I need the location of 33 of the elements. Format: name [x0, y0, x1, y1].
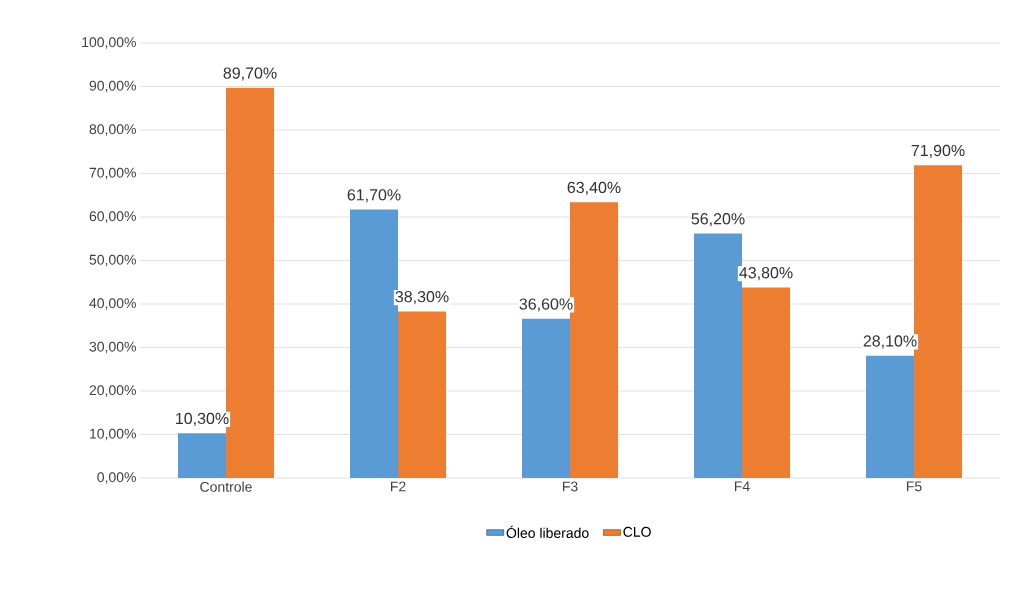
y-tick-label: 90,00%	[89, 80, 136, 93]
x-tick-label: F5	[906, 481, 922, 492]
bar	[178, 433, 226, 478]
data-label: 71,90%	[911, 144, 965, 159]
x-tick-label: F2	[390, 481, 406, 492]
y-tick-label: 0,00%	[97, 472, 136, 484]
data-label: 56,20%	[691, 213, 745, 227]
x-tick-label: F3	[562, 481, 578, 492]
legend-label: CLO	[623, 526, 651, 537]
data-label: 28,10%	[863, 335, 917, 349]
y-tick-label: 50,00%	[89, 254, 136, 267]
data-label: 61,70%	[347, 189, 401, 203]
y-tick-label: 10,00%	[90, 428, 136, 441]
y-tick-label: 70,00%	[89, 167, 136, 180]
y-tick-label: 30,00%	[89, 341, 136, 354]
legend-label: Óleo liberado	[506, 525, 589, 538]
y-tick-label: 60,00%	[89, 211, 136, 223]
data-label: 43,80%	[739, 267, 793, 281]
bar	[398, 311, 446, 478]
data-label: 38,30%	[395, 290, 449, 305]
bar	[522, 318, 570, 478]
data-label: 10,30%	[176, 412, 229, 426]
y-tick-label: 20,00%	[89, 385, 136, 397]
x-tick-label: Controle	[200, 481, 252, 492]
y-tick-label: 40,00%	[89, 298, 136, 310]
bar	[866, 355, 914, 478]
y-tick-label: 100,00%	[82, 37, 136, 49]
y-tick-label: 80,00%	[89, 124, 136, 136]
x-tick-label: F4	[734, 481, 750, 492]
bar	[742, 287, 790, 478]
data-label: 36,60%	[519, 298, 573, 312]
data-label: 63,40%	[567, 181, 621, 195]
data-label: 89,70%	[223, 67, 277, 81]
